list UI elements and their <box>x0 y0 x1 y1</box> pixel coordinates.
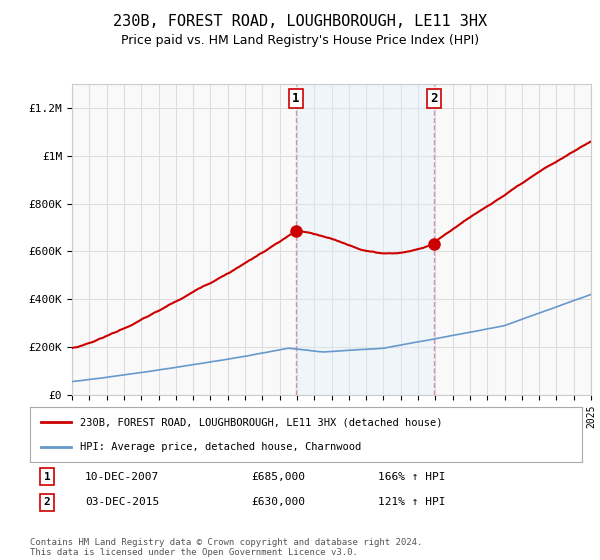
Text: 121% ↑ HPI: 121% ↑ HPI <box>378 497 445 507</box>
Bar <box>296 84 434 395</box>
Text: 1: 1 <box>44 472 50 482</box>
Text: HPI: Average price, detached house, Charnwood: HPI: Average price, detached house, Char… <box>80 442 361 451</box>
Text: Price paid vs. HM Land Registry's House Price Index (HPI): Price paid vs. HM Land Registry's House … <box>121 34 479 46</box>
Text: 230B, FOREST ROAD, LOUGHBOROUGH, LE11 3HX: 230B, FOREST ROAD, LOUGHBOROUGH, LE11 3H… <box>113 14 487 29</box>
Text: 2: 2 <box>44 497 50 507</box>
Text: £630,000: £630,000 <box>251 497 305 507</box>
Text: 230B, FOREST ROAD, LOUGHBOROUGH, LE11 3HX (detached house): 230B, FOREST ROAD, LOUGHBOROUGH, LE11 3H… <box>80 418 442 427</box>
Text: 166% ↑ HPI: 166% ↑ HPI <box>378 472 445 482</box>
Text: £685,000: £685,000 <box>251 472 305 482</box>
Text: 10-DEC-2007: 10-DEC-2007 <box>85 472 160 482</box>
Text: 1: 1 <box>292 92 299 105</box>
Text: 2: 2 <box>430 92 437 105</box>
Text: 03-DEC-2015: 03-DEC-2015 <box>85 497 160 507</box>
Text: Contains HM Land Registry data © Crown copyright and database right 2024.
This d: Contains HM Land Registry data © Crown c… <box>30 538 422 557</box>
